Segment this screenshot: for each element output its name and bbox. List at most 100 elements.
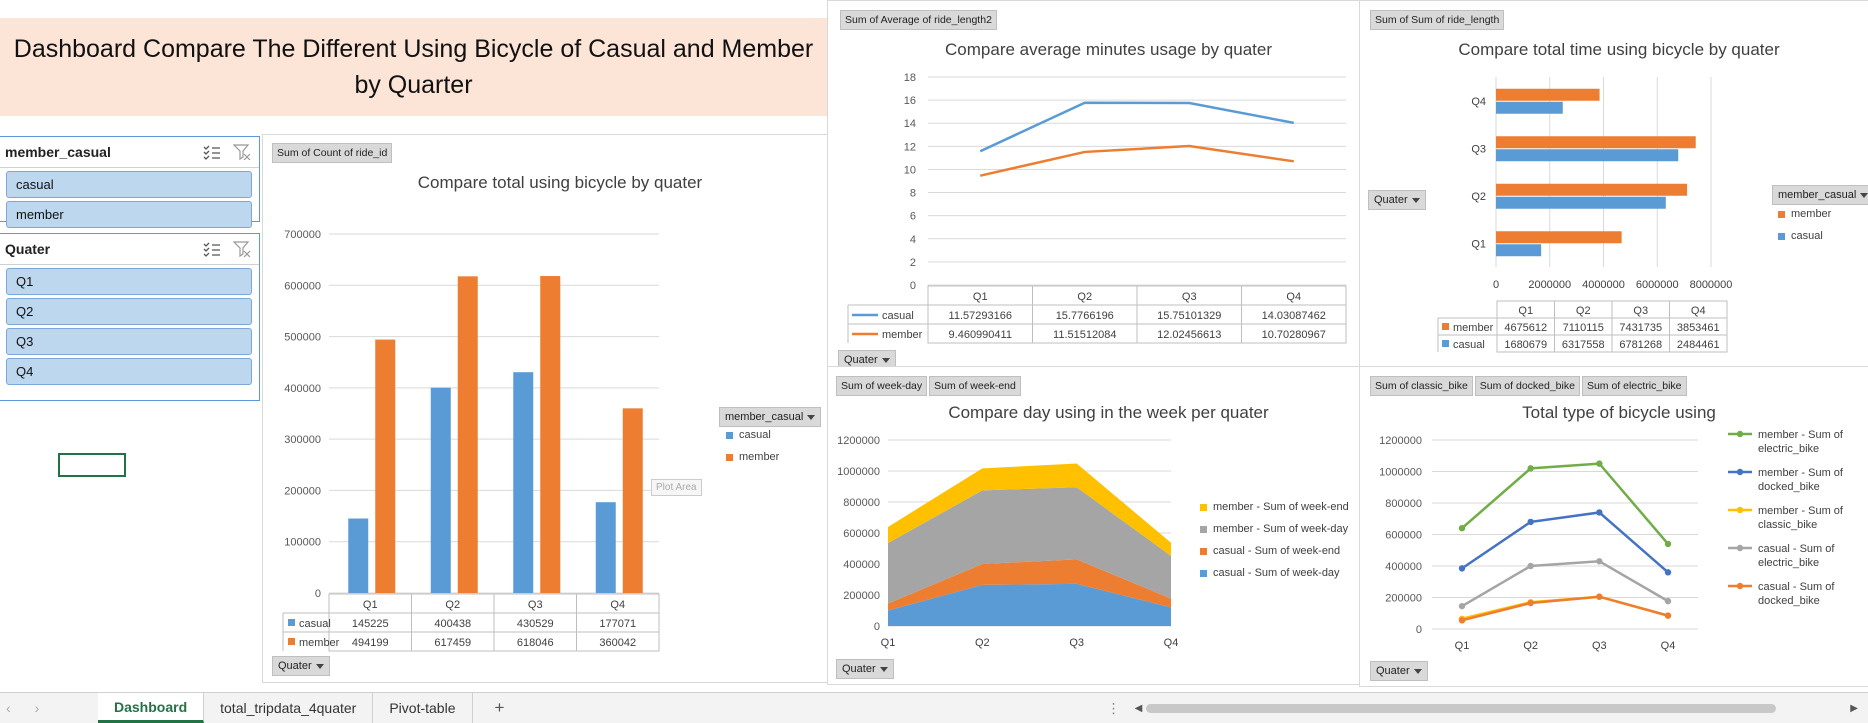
field-button[interactable]: Sum of week-end xyxy=(929,376,1021,396)
bar xyxy=(1496,231,1622,244)
field-button[interactable]: Sum of week-day xyxy=(836,376,928,396)
legend-key xyxy=(1442,323,1449,330)
y-tick-label: 4 xyxy=(910,234,916,246)
legend-item: member - Sum of week-end xyxy=(1200,501,1349,513)
legend-item: member xyxy=(1778,208,1831,220)
data-point xyxy=(1596,509,1603,516)
y-tick-label: 500000 xyxy=(284,332,321,344)
field-button[interactable]: Sum of classic_bike xyxy=(1370,376,1473,396)
y-tick-label: 1000000 xyxy=(837,466,880,478)
legend: member casual xyxy=(1778,208,1831,252)
field-button[interactable]: Sum of docked_bike xyxy=(1474,376,1580,396)
dropdown-caret-icon xyxy=(879,666,888,672)
chart-plot: 0 2000000 4000000 6000000 8000000 Q1 Q2 Q3 Q4 Q1 Q… xyxy=(1437,77,1732,353)
data-label: 6317558 xyxy=(1562,339,1605,351)
legend-label: member - Sum of week-end xyxy=(1213,501,1349,513)
data-label: 9.460990411 xyxy=(949,329,1012,341)
more-options-icon[interactable]: ⋮ xyxy=(1106,699,1121,716)
multi-select-icon[interactable] xyxy=(203,241,221,257)
x-tick-label: Q4 xyxy=(1164,637,1179,649)
legend-item: member xyxy=(726,451,779,463)
y-tick-label: 12 xyxy=(904,141,916,153)
legend-key xyxy=(1442,340,1449,347)
y-tick-label: 700000 xyxy=(284,229,321,241)
axis-button[interactable]: Quater xyxy=(836,659,894,679)
x-tick-label: Q1 xyxy=(881,637,896,649)
data-label: 10.70280967 xyxy=(1262,329,1326,341)
chart-plot: 0 200000 400000 600000 800000 1000000 1200000 Q… xyxy=(837,435,1179,649)
y-tick-label: 200000 xyxy=(843,590,880,602)
dashboard-title: Dashboard Compare The Different Using Bi… xyxy=(0,18,827,116)
field-button[interactable]: Sum of electric_bike xyxy=(1581,376,1687,396)
add-sheet-icon[interactable]: + xyxy=(494,698,505,717)
bar xyxy=(1496,101,1563,114)
series-line xyxy=(1461,560,1669,608)
chart-bike-type[interactable]: Sum of classic_bike Sum of docked_bike S… xyxy=(1359,366,1868,687)
legend-swatch xyxy=(1200,569,1207,577)
x-tick-label: Q1 xyxy=(1455,640,1470,652)
y-tick-label: 400000 xyxy=(284,383,321,395)
horizontal-scrollbar[interactable]: ◀ ▶ xyxy=(1135,703,1858,714)
clear-filter-icon[interactable] xyxy=(233,144,251,160)
y-tick-label: 400000 xyxy=(1385,561,1422,573)
data-point xyxy=(1458,617,1466,624)
chart-plot: 0 200000 400000 600000 800000 1000000 1200000 Q… xyxy=(1379,429,1844,652)
active-cell[interactable] xyxy=(58,453,126,477)
slicer-item-member[interactable]: member xyxy=(6,201,252,228)
data-point xyxy=(1596,558,1603,565)
data-label: 4675612 xyxy=(1504,322,1547,334)
legend-label: casual - Sum of xyxy=(1758,543,1835,555)
legend-button[interactable]: member_casual xyxy=(1772,185,1868,205)
series-line xyxy=(1461,511,1669,574)
scroll-right-icon[interactable]: ▶ xyxy=(1850,702,1858,714)
legend-button[interactable]: member_casual xyxy=(719,407,822,427)
series-line xyxy=(979,101,1294,153)
scroll-thumb[interactable] xyxy=(1146,703,1777,713)
chart-average-minutes[interactable]: Sum of Average of ride_length2 Compare a… xyxy=(827,0,1360,370)
chevron-right-icon[interactable]: › xyxy=(34,700,40,716)
legend-label: member - Sum of week-day xyxy=(1213,523,1349,535)
multi-select-icon[interactable] xyxy=(203,144,221,160)
bar xyxy=(1496,183,1688,196)
axis-button[interactable]: Quater xyxy=(1368,190,1426,210)
slicer-item-q1[interactable]: Q1 xyxy=(6,268,252,295)
y-tick-label: 100000 xyxy=(284,537,321,549)
data-label: 11.51512084 xyxy=(1053,329,1116,341)
legend-label: member xyxy=(1791,208,1832,220)
scroll-left-icon[interactable]: ◀ xyxy=(1134,702,1143,714)
axis-button-label: Quater xyxy=(1374,194,1408,206)
tab-total-tripdata[interactable]: total_tripdata_4quater xyxy=(204,693,374,723)
dropdown-caret-icon xyxy=(807,414,816,420)
data-label: 360042 xyxy=(599,637,636,649)
slicer-item-casual[interactable]: casual xyxy=(6,171,252,198)
dropdown-caret-icon xyxy=(881,357,890,363)
axis-button-label: Quater xyxy=(842,663,876,675)
legend-label: docked_bike xyxy=(1758,481,1820,493)
data-label: 6781268 xyxy=(1619,339,1662,351)
chart-total-time[interactable]: Sum of Sum of ride_length Compare total … xyxy=(1359,0,1868,367)
legend-label: casual - Sum of week-day xyxy=(1213,567,1340,579)
y-tick-label: 600000 xyxy=(1385,530,1422,542)
axis-button[interactable]: Quater xyxy=(1370,661,1428,681)
legend-marker xyxy=(1736,544,1744,552)
chart-week-usage[interactable]: Sum of week-day Sum of week-end Compare … xyxy=(827,366,1360,685)
field-button[interactable]: Sum of Count of ride_id xyxy=(272,143,393,163)
field-button[interactable]: Sum of Sum of ride_length xyxy=(1370,10,1505,30)
chart-total-using[interactable]: Sum of Count of ride_id Compare total us… xyxy=(262,134,828,683)
y-tick-label: 800000 xyxy=(1385,498,1422,510)
slicer-title: member_casual xyxy=(5,144,111,160)
slicer-item-q2[interactable]: Q2 xyxy=(6,298,252,325)
axis-button[interactable]: Quater xyxy=(272,656,330,676)
clear-filter-icon[interactable] xyxy=(233,241,251,257)
slicer-item-q3[interactable]: Q3 xyxy=(6,328,252,355)
chevron-left-icon[interactable]: ‹ xyxy=(6,700,11,716)
series-line xyxy=(1461,462,1669,545)
tab-pivot-table[interactable]: Pivot-table xyxy=(373,693,473,723)
field-button[interactable]: Sum of Average of ride_length2 xyxy=(840,10,997,30)
data-point xyxy=(1527,465,1534,472)
data-point xyxy=(1664,597,1672,605)
slicer-item-q4[interactable]: Q4 xyxy=(6,358,252,385)
y-tick-label: Q3 xyxy=(1471,143,1486,155)
slicer-member-casual: member_casual casual member xyxy=(0,136,260,228)
tab-dashboard[interactable]: Dashboard xyxy=(98,693,205,723)
